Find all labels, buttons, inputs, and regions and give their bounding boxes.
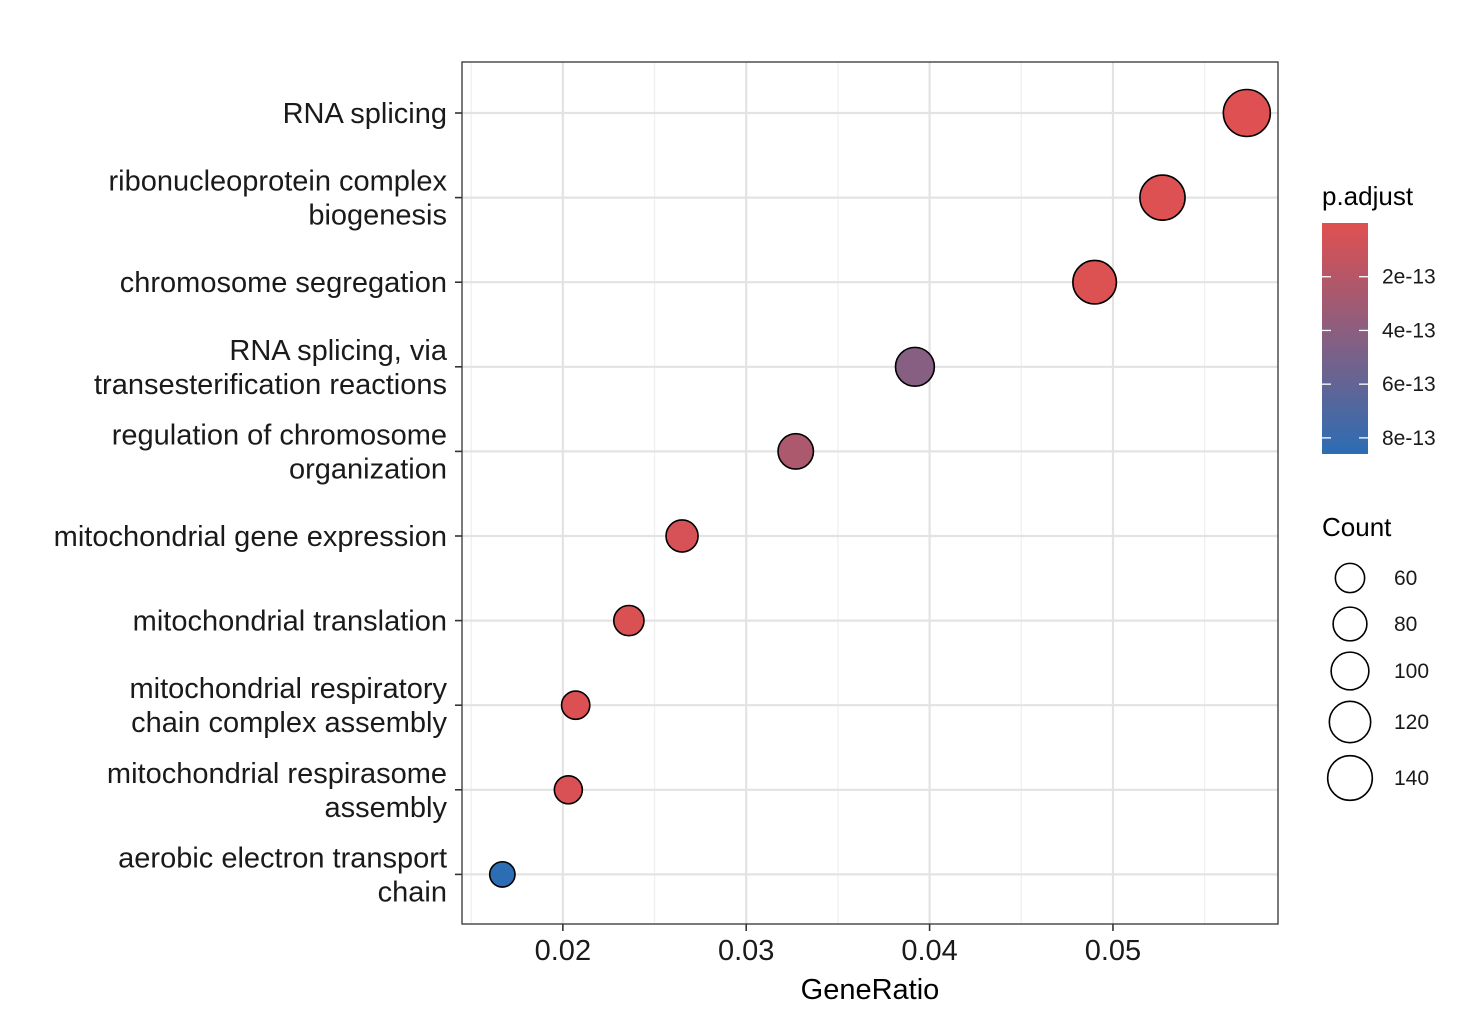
data-point [665,519,699,553]
y-tick-label: mitochondrial respirasome assembly [107,758,448,824]
color-legend-ticks: 2e-13 4e-13 6e-13 8e-13 [1322,266,1436,450]
color-legend-label: 8e-13 [1382,427,1436,450]
data-point [560,690,591,721]
size-legend-circle [1328,700,1372,744]
color-legend-label: 2e-13 [1382,266,1436,289]
y-tick-label: RNA splicing, via transesterification rea… [94,335,448,401]
y-axis-labels: RNA splicing ribonucleoprotein complex bio… [54,98,448,908]
plot-panel-border [461,61,1279,925]
data-point [1072,259,1118,305]
color-legend-label: 6e-13 [1382,373,1436,396]
data-point [553,775,584,805]
data-points [488,88,1272,888]
y-tick-label: mitochondrial gene expression [54,521,447,553]
y-tick-label: aerobic electron transport chain [118,842,447,908]
size-legend-circle [1332,606,1368,642]
size-legend-label: 140 [1394,767,1429,790]
y-tick-label: mitochondrial respiratory chain complex a… [129,673,447,739]
data-point [488,860,516,888]
color-bar [1322,223,1368,454]
y-tick-label: regulation of chromosome organization [112,419,447,485]
size-legend-circle [1334,562,1366,594]
y-tick-label: RNA splicing [283,98,447,130]
size-legend-items: 60 80 100 120 140 [1326,562,1429,802]
size-legend-circle [1330,651,1370,691]
x-tick-label: 0.02 [535,935,591,967]
size-legend-label: 100 [1394,660,1429,683]
x-tick-label: 0.04 [901,935,957,967]
axis-ticks [455,112,1114,931]
data-point [612,604,645,637]
x-tick-label: 0.03 [718,935,774,967]
y-tick-label: ribonucleoprotein complex biogenesis [108,166,447,232]
y-tick-label: mitochondrial translation [133,606,447,638]
size-legend-label: 80 [1394,613,1417,636]
data-point [777,432,815,470]
data-point [894,346,936,388]
x-axis-labels: 0.02 0.03 0.04 0.05 [535,935,1142,967]
size-legend-title: Count [1322,512,1392,542]
data-point [1139,174,1186,221]
size-legend-label: 120 [1394,711,1429,734]
data-point [1222,88,1272,138]
x-tick-label: 0.05 [1085,935,1141,967]
color-legend-title: p.adjust [1322,181,1414,211]
color-legend-label: 4e-13 [1382,319,1436,342]
size-legend-circle [1326,754,1374,802]
x-axis-title: GeneRatio [801,974,940,1006]
y-tick-label: chromosome segregation [120,267,447,299]
size-legend-label: 60 [1394,567,1417,590]
